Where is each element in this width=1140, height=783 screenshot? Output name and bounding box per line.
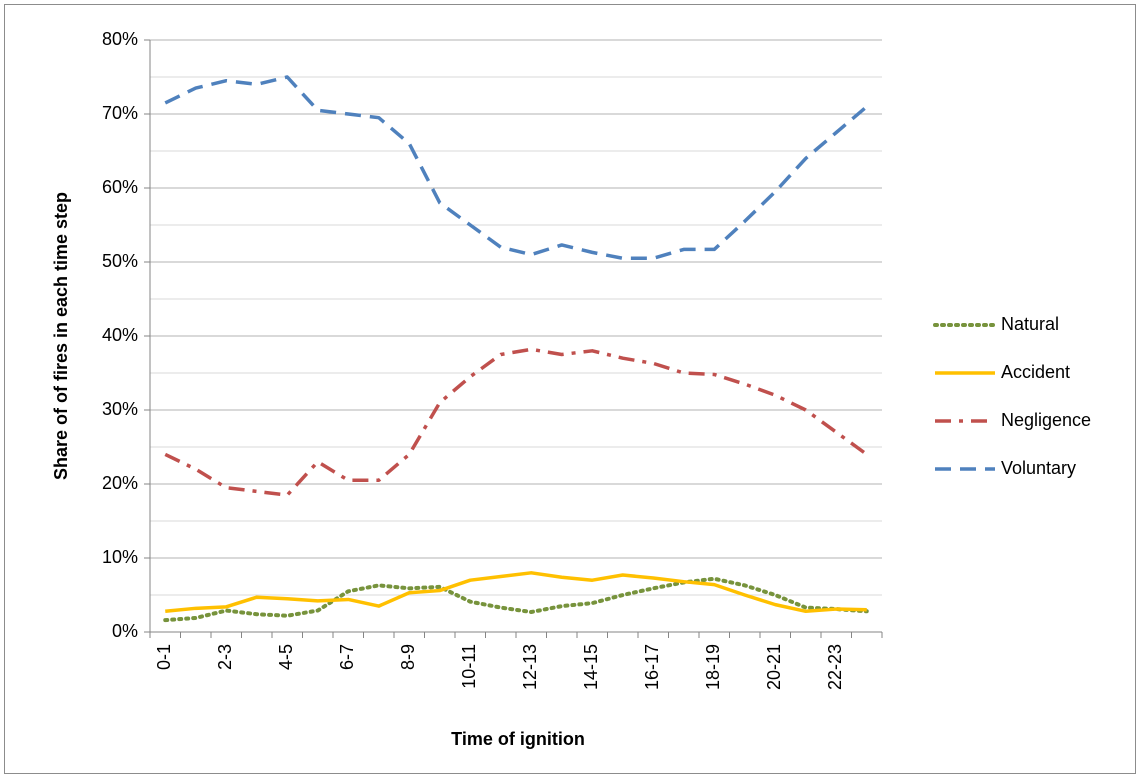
y-tick-label: 20% bbox=[102, 473, 138, 493]
x-tick-label: 16-17 bbox=[642, 644, 662, 690]
y-axis-title: Share of of fires in each time step bbox=[51, 192, 71, 480]
series-line bbox=[163, 576, 869, 623]
y-tick-label: 50% bbox=[102, 251, 138, 271]
legend-label: Natural bbox=[1001, 314, 1059, 334]
y-tick-label: 80% bbox=[102, 29, 138, 49]
y-tick-label: 10% bbox=[102, 547, 138, 567]
legend-label: Accident bbox=[1001, 362, 1070, 382]
legend-label: Voluntary bbox=[1001, 458, 1076, 478]
x-tick-label: 4-5 bbox=[276, 644, 296, 670]
x-tick-label: 18-19 bbox=[703, 644, 723, 690]
y-tick-label: 0% bbox=[112, 621, 138, 641]
x-tick-label: 10-11 bbox=[459, 644, 479, 689]
series-line bbox=[165, 571, 867, 614]
x-tick-label: 8-9 bbox=[398, 644, 418, 670]
series-line bbox=[164, 75, 868, 261]
legend-label: Negligence bbox=[1001, 410, 1091, 430]
chart-frame bbox=[4, 4, 1136, 774]
y-tick-label: 30% bbox=[102, 399, 138, 419]
y-tick-label: 60% bbox=[102, 177, 138, 197]
x-tick-label: 22-23 bbox=[825, 644, 845, 690]
x-tick-label: 12-13 bbox=[520, 644, 540, 690]
x-axis-title: Time of ignition bbox=[451, 729, 585, 749]
series-line bbox=[164, 347, 868, 497]
x-tick-label: 14-15 bbox=[581, 644, 601, 690]
y-tick-label: 70% bbox=[102, 103, 138, 123]
x-tick-label: 2-3 bbox=[215, 644, 235, 670]
x-tick-label: 20-21 bbox=[764, 644, 784, 690]
x-tick-label: 0-1 bbox=[154, 644, 174, 670]
x-tick-label: 6-7 bbox=[337, 644, 357, 670]
y-tick-label: 40% bbox=[102, 325, 138, 345]
